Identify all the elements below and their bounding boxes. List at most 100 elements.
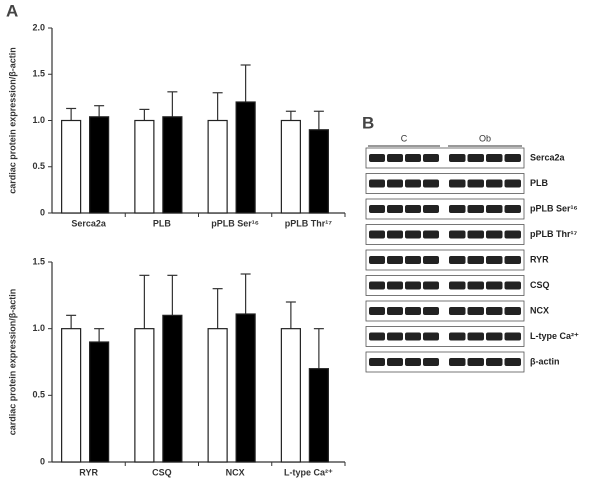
blot-band	[423, 205, 439, 213]
blot-band	[369, 179, 385, 188]
bar	[308, 129, 329, 214]
bar	[235, 101, 256, 214]
bar	[89, 116, 110, 214]
panel-label: A	[6, 1, 18, 20]
y-tick-label: 2.0	[32, 22, 45, 32]
blot-band	[449, 205, 466, 213]
blot-band	[405, 281, 421, 290]
blot-band	[449, 154, 466, 162]
blot-band	[405, 230, 421, 239]
bar	[308, 368, 329, 463]
blot-band	[423, 358, 439, 366]
blot-band	[423, 281, 439, 290]
blot-band	[405, 358, 421, 366]
blot-band	[369, 281, 385, 290]
blot-band	[504, 179, 521, 188]
x-tick-label: Serca2a	[71, 218, 107, 228]
bar	[235, 313, 256, 463]
blot-band	[504, 332, 521, 341]
blot-band	[467, 230, 484, 239]
bar	[89, 341, 110, 463]
blot-band	[423, 332, 439, 341]
blot-band	[405, 332, 421, 341]
blot-band	[449, 307, 466, 315]
blot-band	[467, 281, 484, 290]
blot-band	[423, 256, 439, 264]
blot-frame	[365, 147, 525, 169]
bar	[162, 116, 183, 214]
blot-label: pPLB Ser¹⁶	[530, 203, 578, 213]
x-tick-label: pPLB Thr¹⁷	[285, 218, 332, 228]
blot-band	[369, 205, 385, 213]
blot-band	[486, 307, 503, 315]
blot-band	[449, 332, 466, 341]
blot-band	[486, 154, 503, 162]
y-axis-title: cardiac protein expression/β-actin	[7, 289, 17, 436]
blot-band	[423, 154, 439, 162]
blot-frame	[365, 249, 525, 271]
blot-band	[486, 179, 503, 188]
blot-band	[387, 332, 403, 341]
blot-band	[387, 307, 403, 315]
blot-label: PLB	[530, 178, 549, 188]
blot-band	[387, 230, 403, 239]
blot-band	[369, 358, 385, 366]
blot-band	[504, 358, 521, 366]
blot-band	[504, 154, 521, 162]
x-tick-label: CSQ	[152, 467, 172, 477]
x-tick-label: L-type Ca²⁺	[284, 467, 333, 477]
blot-band	[405, 256, 421, 264]
blot-band	[405, 307, 421, 315]
bar	[61, 328, 82, 463]
blot-band	[449, 230, 466, 239]
panel-label: B	[362, 113, 374, 132]
blot-band	[504, 307, 521, 315]
blot-frame	[365, 351, 525, 373]
blot-label: NCX	[530, 305, 549, 315]
blot-band	[504, 256, 521, 264]
blot-label: RYR	[530, 254, 549, 264]
blot-band	[486, 332, 503, 341]
blot-band	[387, 154, 403, 162]
blot-band	[467, 256, 484, 264]
blot-band	[449, 281, 466, 290]
y-tick-label: 0.5	[32, 161, 45, 171]
group-label: C	[401, 133, 408, 143]
blot-band	[423, 230, 439, 239]
blot-label: pPLB Thr¹⁷	[530, 229, 577, 239]
blot-band	[387, 205, 403, 213]
blot-band	[423, 179, 439, 188]
blot-band	[486, 281, 503, 290]
blot-label: CSQ	[530, 280, 550, 290]
blot-label: L-type Ca²⁺	[530, 331, 579, 341]
blot-label: β-actin	[530, 356, 560, 366]
bar	[61, 119, 82, 214]
bar	[134, 119, 155, 214]
y-tick-label: 0	[40, 207, 45, 217]
blot-band	[467, 358, 484, 366]
y-axis-title: cardiac protein expression/β-actin	[7, 47, 17, 194]
bar	[207, 328, 228, 463]
blot-band	[467, 179, 484, 188]
x-tick-label: RYR	[79, 467, 98, 477]
blot-band	[449, 179, 466, 188]
y-tick-label: 1.5	[32, 256, 45, 266]
blot-frame	[365, 275, 525, 296]
blot-frame	[365, 300, 525, 322]
x-tick-label: pPLB Ser¹⁶	[211, 218, 259, 228]
blot-band	[486, 358, 503, 366]
group-label: Ob	[479, 133, 491, 143]
blot-band	[449, 256, 466, 264]
blot-band	[369, 332, 385, 341]
y-tick-label: 1.0	[32, 115, 45, 125]
y-tick-label: 0.5	[32, 390, 45, 400]
blot-band	[486, 230, 503, 239]
y-tick-label: 1.0	[32, 323, 45, 333]
blot-band	[369, 256, 385, 264]
y-tick-label: 1.5	[32, 69, 45, 79]
bar	[207, 119, 228, 214]
blot-band	[387, 256, 403, 264]
blot-band	[387, 281, 403, 290]
blot-band	[504, 205, 521, 213]
blot-band	[369, 154, 385, 162]
